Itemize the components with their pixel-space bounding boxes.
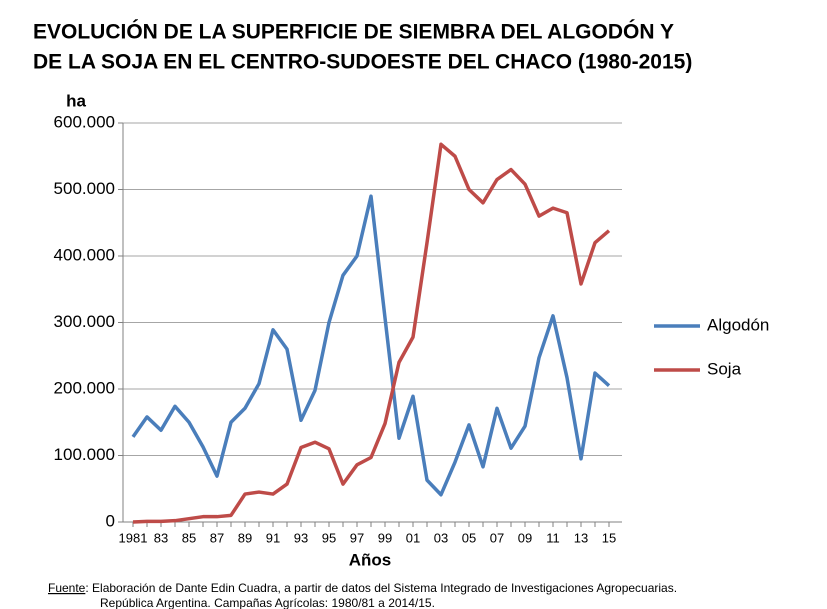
y-tick-label: 300.000	[54, 312, 115, 331]
x-tick-label: 05	[462, 530, 476, 545]
x-tick-label: 1981	[119, 530, 148, 545]
y-tick-label: 100.000	[54, 445, 115, 464]
x-axis-label: Años	[349, 550, 392, 569]
source: Fuente: Elaboración de Dante Edin Cuadra…	[48, 581, 677, 595]
source-label: Fuente	[48, 581, 86, 595]
x-tick-label: 11	[546, 530, 560, 545]
x-tick-label: 13	[574, 530, 588, 545]
x-tick-label: 01	[406, 530, 420, 545]
source-text: República Argentina. Campañas Agrícolas:…	[100, 596, 435, 609]
x-tick-label: 09	[518, 530, 532, 545]
y-tick-label: 200.000	[54, 378, 115, 397]
x-tick-label: 93	[294, 530, 308, 545]
chart-title: DE LA SOJA EN EL CENTRO-SUDOESTE DEL CHA…	[33, 51, 692, 74]
x-tick-label: 83	[154, 530, 168, 545]
x-tick-label: 91	[266, 530, 280, 545]
line-series	[131, 194, 611, 497]
source-text: : Elaboración de Dante Edin Cuadra, a pa…	[85, 581, 677, 595]
y-tick-label: 500.000	[54, 179, 115, 198]
x-tick-label: 89	[238, 530, 252, 545]
y-tick-label: 400.000	[54, 245, 115, 264]
y-tick-label: 0	[106, 511, 115, 530]
x-tick-label: 87	[210, 530, 224, 545]
legend-label: Algodón	[707, 315, 769, 334]
x-tick-label: 99	[378, 530, 392, 545]
chart-title: EVOLUCIÓN DE LA SUPERFICIE DE SIEMBRA DE…	[33, 20, 674, 44]
y-axis-label: ha	[66, 91, 86, 110]
x-tick-label: 03	[434, 530, 448, 545]
x-tick-label: 97	[350, 530, 364, 545]
y-tick-label: 600.000	[54, 112, 115, 131]
x-tick-label: 15	[602, 530, 616, 545]
line-series	[132, 142, 611, 524]
legend-label: Soja	[707, 359, 742, 378]
x-tick-label: 95	[322, 530, 336, 545]
x-tick-label: 07	[490, 530, 504, 545]
x-tick-label: 85	[182, 530, 196, 545]
